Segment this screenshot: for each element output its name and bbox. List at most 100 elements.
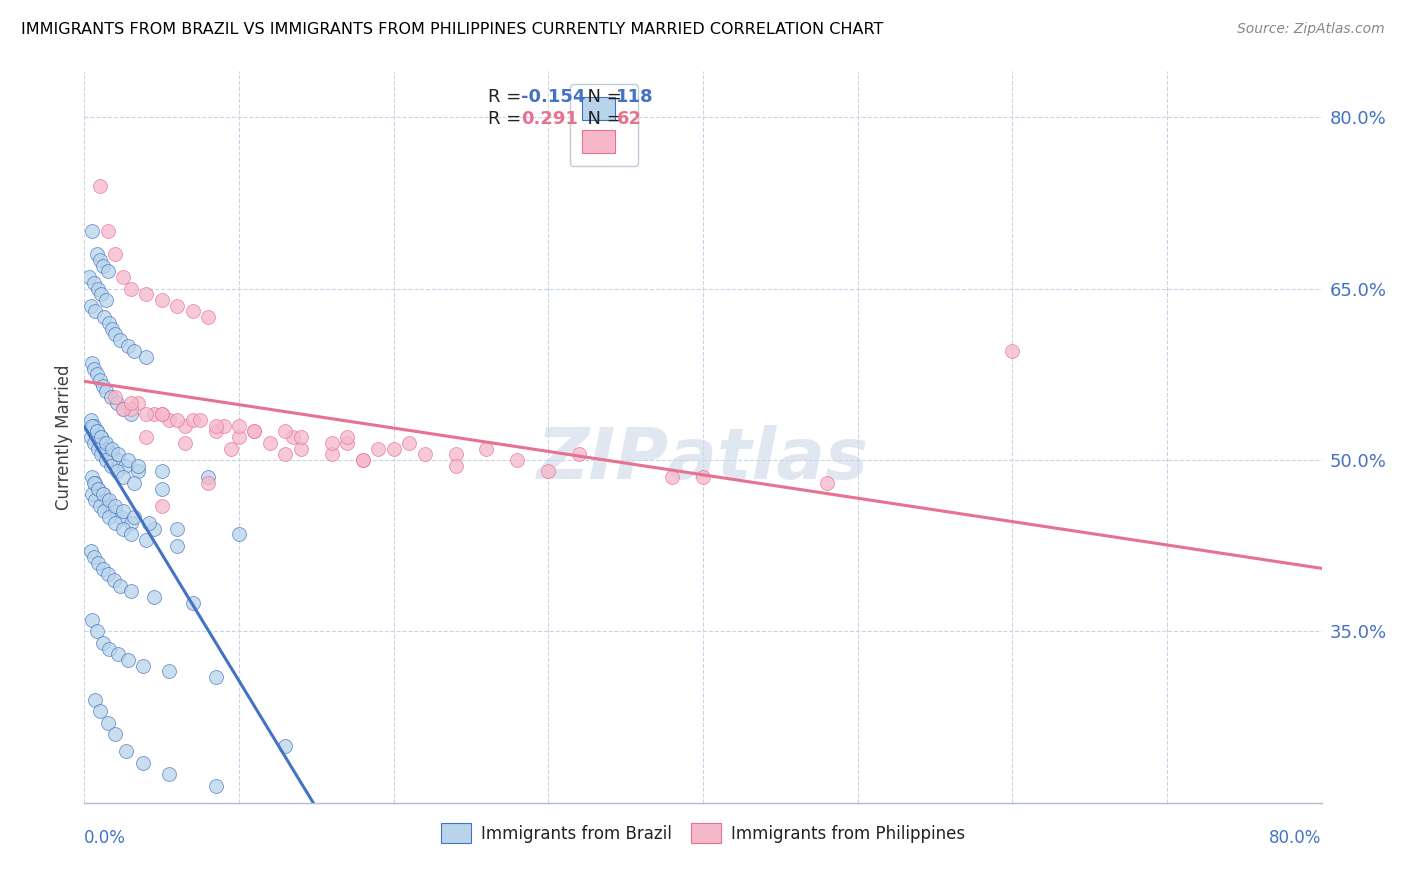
Point <box>281 430 305 444</box>
Point <box>274 739 297 753</box>
Point <box>90 447 112 461</box>
Point <box>82 613 104 627</box>
Point <box>107 447 129 461</box>
Point <box>117 339 139 353</box>
Point <box>94 293 117 307</box>
Point <box>83 418 105 433</box>
Point <box>87 281 110 295</box>
Text: 0.291: 0.291 <box>522 110 578 128</box>
Point <box>321 435 343 450</box>
Point <box>174 435 197 450</box>
Point <box>181 304 204 318</box>
Point <box>150 407 173 421</box>
Point <box>91 561 114 575</box>
Text: R =: R = <box>488 88 527 106</box>
Point <box>135 350 157 364</box>
Point <box>197 310 219 324</box>
Point <box>815 475 838 490</box>
Point <box>94 453 117 467</box>
Point <box>103 573 125 587</box>
Point <box>79 430 101 444</box>
Point <box>100 458 122 473</box>
Point <box>290 430 312 444</box>
Point <box>661 470 683 484</box>
Point <box>87 556 110 570</box>
Point <box>84 304 107 318</box>
Point <box>122 344 145 359</box>
Point <box>112 521 135 535</box>
Point <box>101 447 124 461</box>
Point <box>382 442 405 456</box>
Point <box>127 396 149 410</box>
Point <box>90 430 112 444</box>
Point <box>120 516 142 530</box>
Point <box>143 407 166 421</box>
Text: 118: 118 <box>616 88 654 106</box>
Point <box>166 539 188 553</box>
Point <box>83 550 105 565</box>
Point <box>243 425 266 439</box>
Point <box>290 442 312 456</box>
Point <box>228 527 250 541</box>
Point <box>132 756 155 770</box>
Point <box>86 425 108 439</box>
Point <box>90 430 112 444</box>
Point <box>143 590 166 604</box>
Point <box>83 435 105 450</box>
Point <box>221 442 243 456</box>
Point <box>475 442 498 456</box>
Point <box>100 390 122 404</box>
Text: -0.154: -0.154 <box>522 88 585 106</box>
Point <box>135 407 157 421</box>
Point <box>336 430 359 444</box>
Point <box>91 259 114 273</box>
Point <box>89 252 111 267</box>
Point <box>692 470 714 484</box>
Point <box>105 396 128 410</box>
Point <box>506 453 529 467</box>
Point <box>91 487 114 501</box>
Point <box>98 510 121 524</box>
Point <box>104 327 127 342</box>
Point <box>150 407 173 421</box>
Point <box>89 373 111 387</box>
Point <box>138 516 160 530</box>
Point <box>444 447 467 461</box>
Point <box>79 299 101 313</box>
Point <box>98 499 121 513</box>
Point <box>120 527 142 541</box>
Point <box>82 224 104 238</box>
Point <box>274 425 297 439</box>
Point <box>91 636 114 650</box>
Point <box>82 470 104 484</box>
Point <box>94 435 117 450</box>
Point <box>82 356 104 370</box>
Point <box>205 425 228 439</box>
Point <box>87 482 110 496</box>
Point <box>120 584 142 599</box>
Point <box>205 670 228 684</box>
Point <box>96 442 118 456</box>
Point <box>132 658 155 673</box>
Point <box>352 453 374 467</box>
Point <box>91 378 114 392</box>
Point <box>104 516 127 530</box>
Point <box>105 464 128 478</box>
Point <box>413 447 436 461</box>
Point <box>104 504 127 518</box>
Point <box>93 435 115 450</box>
Point <box>159 413 180 427</box>
Point <box>86 425 108 439</box>
Point <box>205 779 228 793</box>
Point <box>112 401 135 416</box>
Point <box>228 418 250 433</box>
Point <box>104 499 127 513</box>
Point <box>91 487 114 501</box>
Point <box>181 596 204 610</box>
Point <box>94 384 117 399</box>
Point <box>120 407 142 421</box>
Point <box>212 418 235 433</box>
Point <box>135 533 157 547</box>
Point <box>87 482 110 496</box>
Point <box>166 299 188 313</box>
